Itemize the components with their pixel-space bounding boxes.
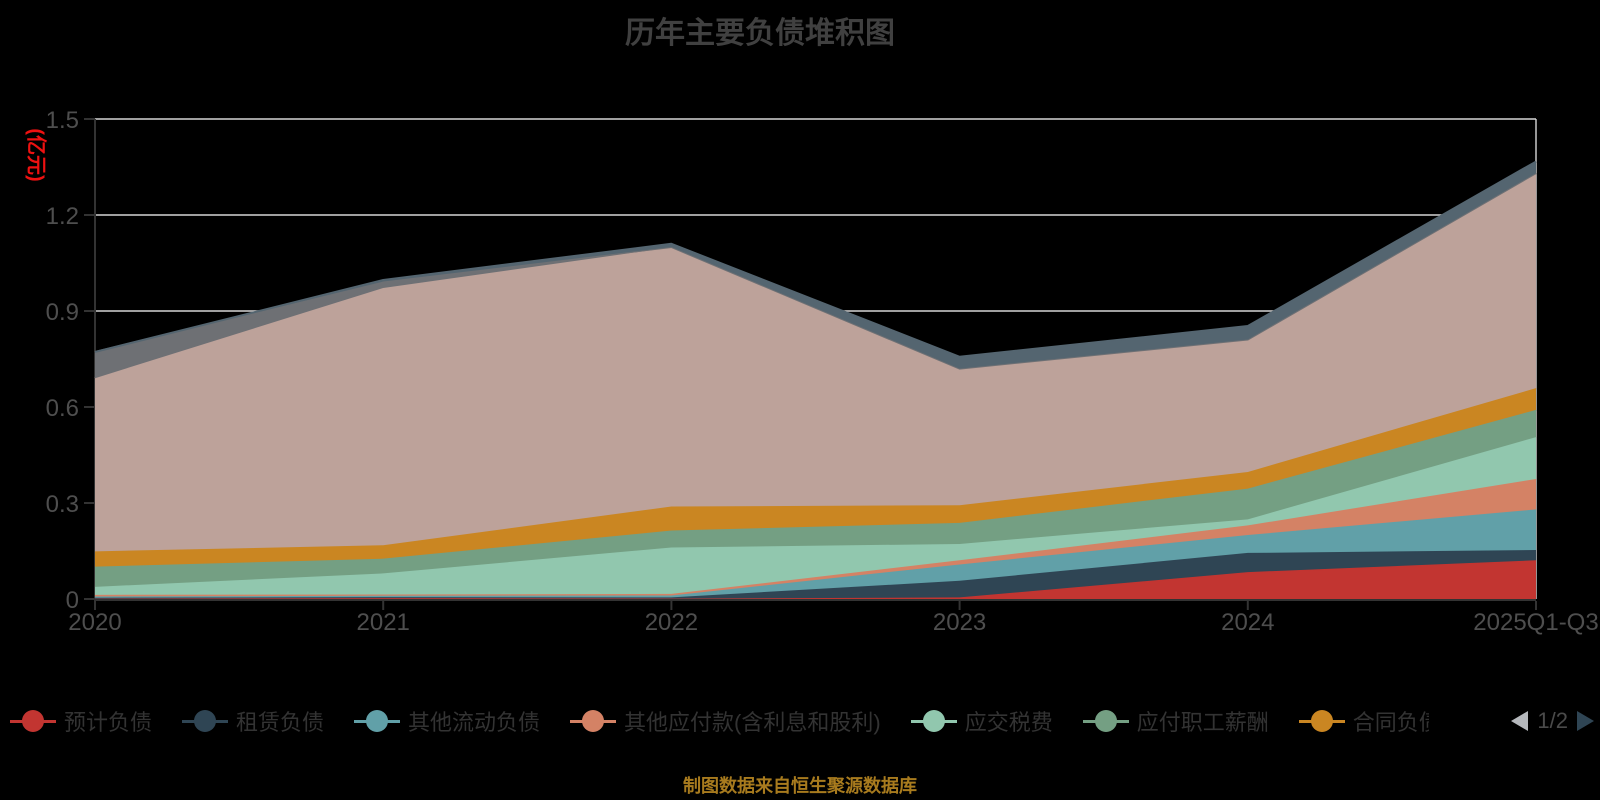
legend-item-label: 其他流动负债 (408, 710, 541, 735)
x-tick-label: 2025Q1-Q3 (1473, 609, 1598, 636)
legend-line-dot-marker (1082, 710, 1129, 732)
legend-item-label: 合同负债 (1352, 710, 1429, 735)
legend-line-dot-marker (1298, 710, 1345, 732)
legend-page-indicator: 1/2 (1537, 708, 1568, 733)
legend-prev-arrow-icon[interactable] (1511, 711, 1529, 731)
y-tick-label: 0.9 (46, 299, 79, 326)
y-tick-label: 1.2 (46, 203, 79, 230)
x-tick-label: 2020 (68, 609, 121, 636)
x-tick-label: 2023 (933, 609, 986, 636)
legend-item-label: 预计负债 (64, 710, 153, 735)
legend-item-label: 应付职工薪酬 (1136, 710, 1269, 735)
data-source-note: 制图数据来自恒生聚源数据库 (683, 776, 917, 796)
legend-item-label: 租赁负债 (236, 710, 325, 735)
legend-line-dot-marker (910, 710, 957, 732)
x-tick-label: 2022 (645, 609, 698, 636)
area-band-5 (95, 437, 1536, 595)
area-band-1 (95, 560, 1536, 599)
area-band-8 (95, 173, 1536, 552)
x-tick-label: 2021 (357, 609, 410, 636)
area-band-2 (95, 550, 1536, 599)
area-band-6 (95, 409, 1536, 587)
legend-item-label: 其他应付款(含利息和股利) (624, 710, 881, 735)
legend-line-dot-marker (10, 710, 56, 732)
chart-title: 历年主要负债堆积图 (625, 17, 895, 50)
series-line-10 (94, 160, 1537, 358)
legend-item-label: 应交税费 (964, 710, 1053, 735)
y-tick-label: 0.6 (46, 395, 79, 422)
legend-item-1[interactable]: 预计负债 (10, 705, 152, 737)
legend-line-dot-marker (354, 710, 401, 732)
legend-next-arrow-icon[interactable] (1577, 711, 1594, 731)
legend-bar: 预计负债 租赁负债 其他流动负债 其他应付款(含利息和股利) 应交税费 应付职工薪酬 合同负… (10, 698, 1594, 744)
legend-line-dot-marker (182, 710, 229, 732)
y-tick-label: 1.5 (46, 107, 79, 134)
y-tick-label: 0.3 (46, 491, 79, 518)
legend-line-dot-marker (570, 710, 617, 732)
legend-item-7[interactable]: 合同负债 (1298, 705, 1429, 737)
x-tick-label: 2024 (1221, 609, 1274, 636)
legend-item-6[interactable]: 应付职工薪酬 (1082, 705, 1269, 737)
y-tick-label: 0 (66, 587, 79, 614)
legend-item-4[interactable]: 其他应付款(含利息和股利) (570, 705, 881, 737)
legend-item-3[interactable]: 其他流动负债 (354, 705, 540, 737)
legend-item-5[interactable]: 应交税费 (910, 705, 1053, 737)
legend-pager: 1/2 (1511, 708, 1594, 734)
legend-item-2[interactable]: 租赁负债 (182, 705, 324, 737)
